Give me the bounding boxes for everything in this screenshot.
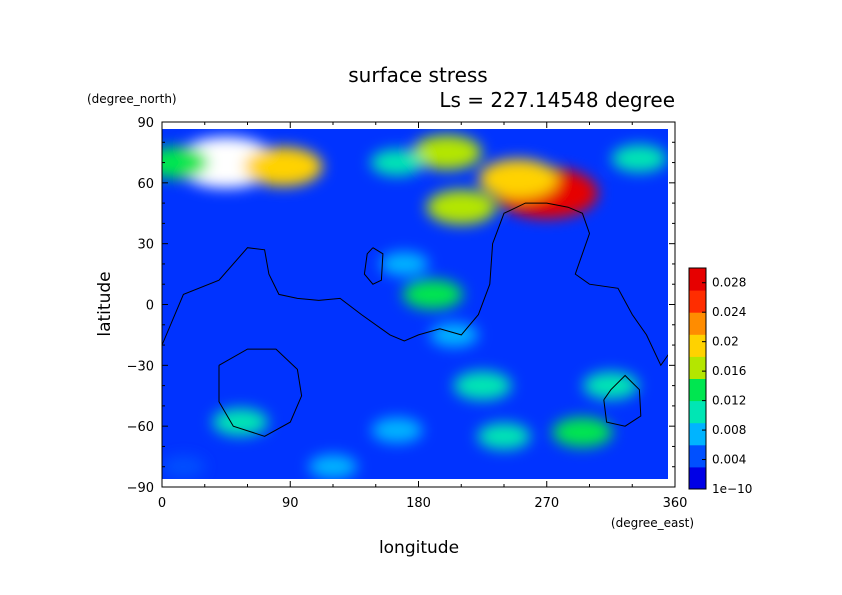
x-tick-label: 360	[663, 496, 688, 511]
y-axis-unit: (degree_north)	[87, 92, 177, 106]
heatmap-cell	[370, 149, 424, 176]
x-tick-label: 270	[534, 496, 559, 511]
y-tick-label: 30	[137, 238, 154, 253]
heatmap-cell	[402, 279, 463, 310]
chart-subtitle: Ls = 227.14548 degree	[439, 88, 675, 112]
colorbar-segment	[689, 422, 706, 446]
heatmap-cell	[552, 417, 613, 448]
heatmap-cell	[380, 251, 429, 277]
colorbar-tick-label: 1e−10	[712, 482, 752, 496]
heatmap-cell	[243, 146, 323, 187]
x-tick-label: 180	[406, 496, 431, 511]
y-tick-label: −90	[127, 481, 154, 496]
heatmap-cell	[478, 159, 558, 199]
y-axis-title: latitude	[95, 271, 115, 336]
colorbar-segment	[689, 444, 706, 468]
colorbar-segment	[689, 268, 706, 291]
colorbar-tick-label: 0.024	[712, 305, 746, 319]
heatmap-cell	[162, 455, 206, 478]
heatmap-cell	[412, 135, 482, 170]
colorbar-tick-label: 0.028	[712, 276, 746, 290]
x-axis-unit: (degree_east)	[611, 516, 694, 530]
heatmap-cell	[162, 146, 209, 179]
colorbar-tick-label: 0.012	[712, 394, 746, 408]
colorbar-tick-label: 0.004	[712, 453, 746, 467]
colorbar-segment	[689, 466, 706, 490]
colorbar-segment	[689, 312, 706, 335]
x-axis-title: longitude	[379, 538, 459, 558]
y-tick-label: 0	[146, 299, 154, 314]
chart-title: surface stress	[348, 63, 487, 87]
contour-line	[603, 374, 642, 427]
colorbar: 1e−10 0.004 0.008 0.012 0.016 0.02 0.024 0.028	[688, 267, 752, 496]
contour-line	[162, 202, 668, 367]
heatmap-field	[162, 129, 668, 479]
heatmap-cell	[371, 417, 423, 443]
heatmap-blobs	[162, 135, 668, 479]
topography-contours	[162, 202, 668, 437]
heatmap-cell	[429, 322, 479, 348]
contour-line	[218, 348, 303, 437]
colorbar-segment	[689, 400, 706, 424]
colorbar-segment	[689, 356, 706, 379]
heatmap-cell	[453, 371, 512, 401]
heatmap-cell	[308, 454, 358, 479]
colorbar-tick-label: 0.008	[712, 423, 746, 437]
colorbar-segment	[689, 334, 706, 357]
colorbar-segment	[689, 378, 706, 402]
contour-line	[363, 247, 384, 285]
colorbar-frame	[688, 267, 707, 490]
y-tick-label: 60	[137, 177, 154, 192]
y-tick-label: −60	[127, 420, 154, 435]
colorbar-tick-label: 0.016	[712, 364, 746, 378]
x-axis: 0 90 180 270 360	[158, 122, 688, 511]
heatmap-cell	[611, 144, 668, 173]
colorbar-segment	[689, 290, 706, 313]
heatmap-cell	[477, 423, 531, 450]
x-tick-label: 0	[158, 496, 166, 511]
y-tick-label: 90	[137, 116, 154, 131]
heatmap-cell	[212, 408, 269, 436]
x-tick-label: 90	[282, 496, 299, 511]
colorbar-tick-label: 0.02	[712, 335, 739, 349]
y-tick-label: −30	[127, 359, 154, 374]
heatmap-cell	[583, 371, 639, 400]
y-axis: −90 −60 −30 0 30 60 90	[127, 116, 675, 496]
heatmap-cell	[426, 189, 497, 225]
